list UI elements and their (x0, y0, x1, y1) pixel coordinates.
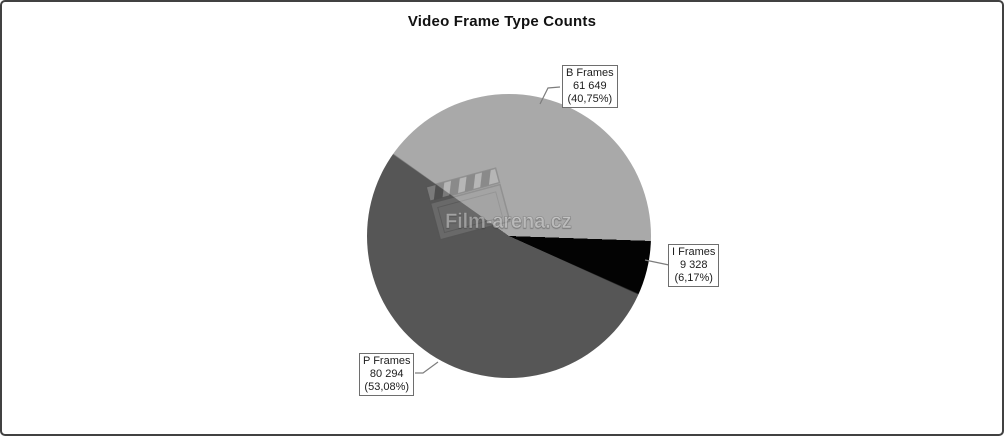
slice-label-p-value: 80 294 (369, 368, 404, 380)
slice-label-p-frames: P Frames 80 294 (53,08%) (359, 353, 415, 396)
slice-label-b-frames: B Frames 61 649 (40,75%) (562, 65, 618, 108)
slice-label-i-percent: (6,17%) (674, 272, 713, 284)
slice-label-b-percent: (40,75%) (567, 93, 613, 105)
slice-label-i-frames: I Frames 9 328 (6,17%) (668, 244, 720, 287)
leader-line-p-frames (415, 361, 439, 374)
pie-chart (367, 94, 651, 378)
slice-label-b-value: 61 649 (573, 80, 607, 92)
slice-label-b-name: B Frames (566, 67, 614, 79)
slice-label-p-name: P Frames (363, 355, 411, 367)
slice-label-i-value: 9 328 (679, 259, 708, 271)
chart-title: Video Frame Type Counts (407, 13, 597, 30)
slice-label-i-name: I Frames (672, 246, 716, 258)
slice-label-p-percent: (53,08%) (364, 381, 410, 393)
